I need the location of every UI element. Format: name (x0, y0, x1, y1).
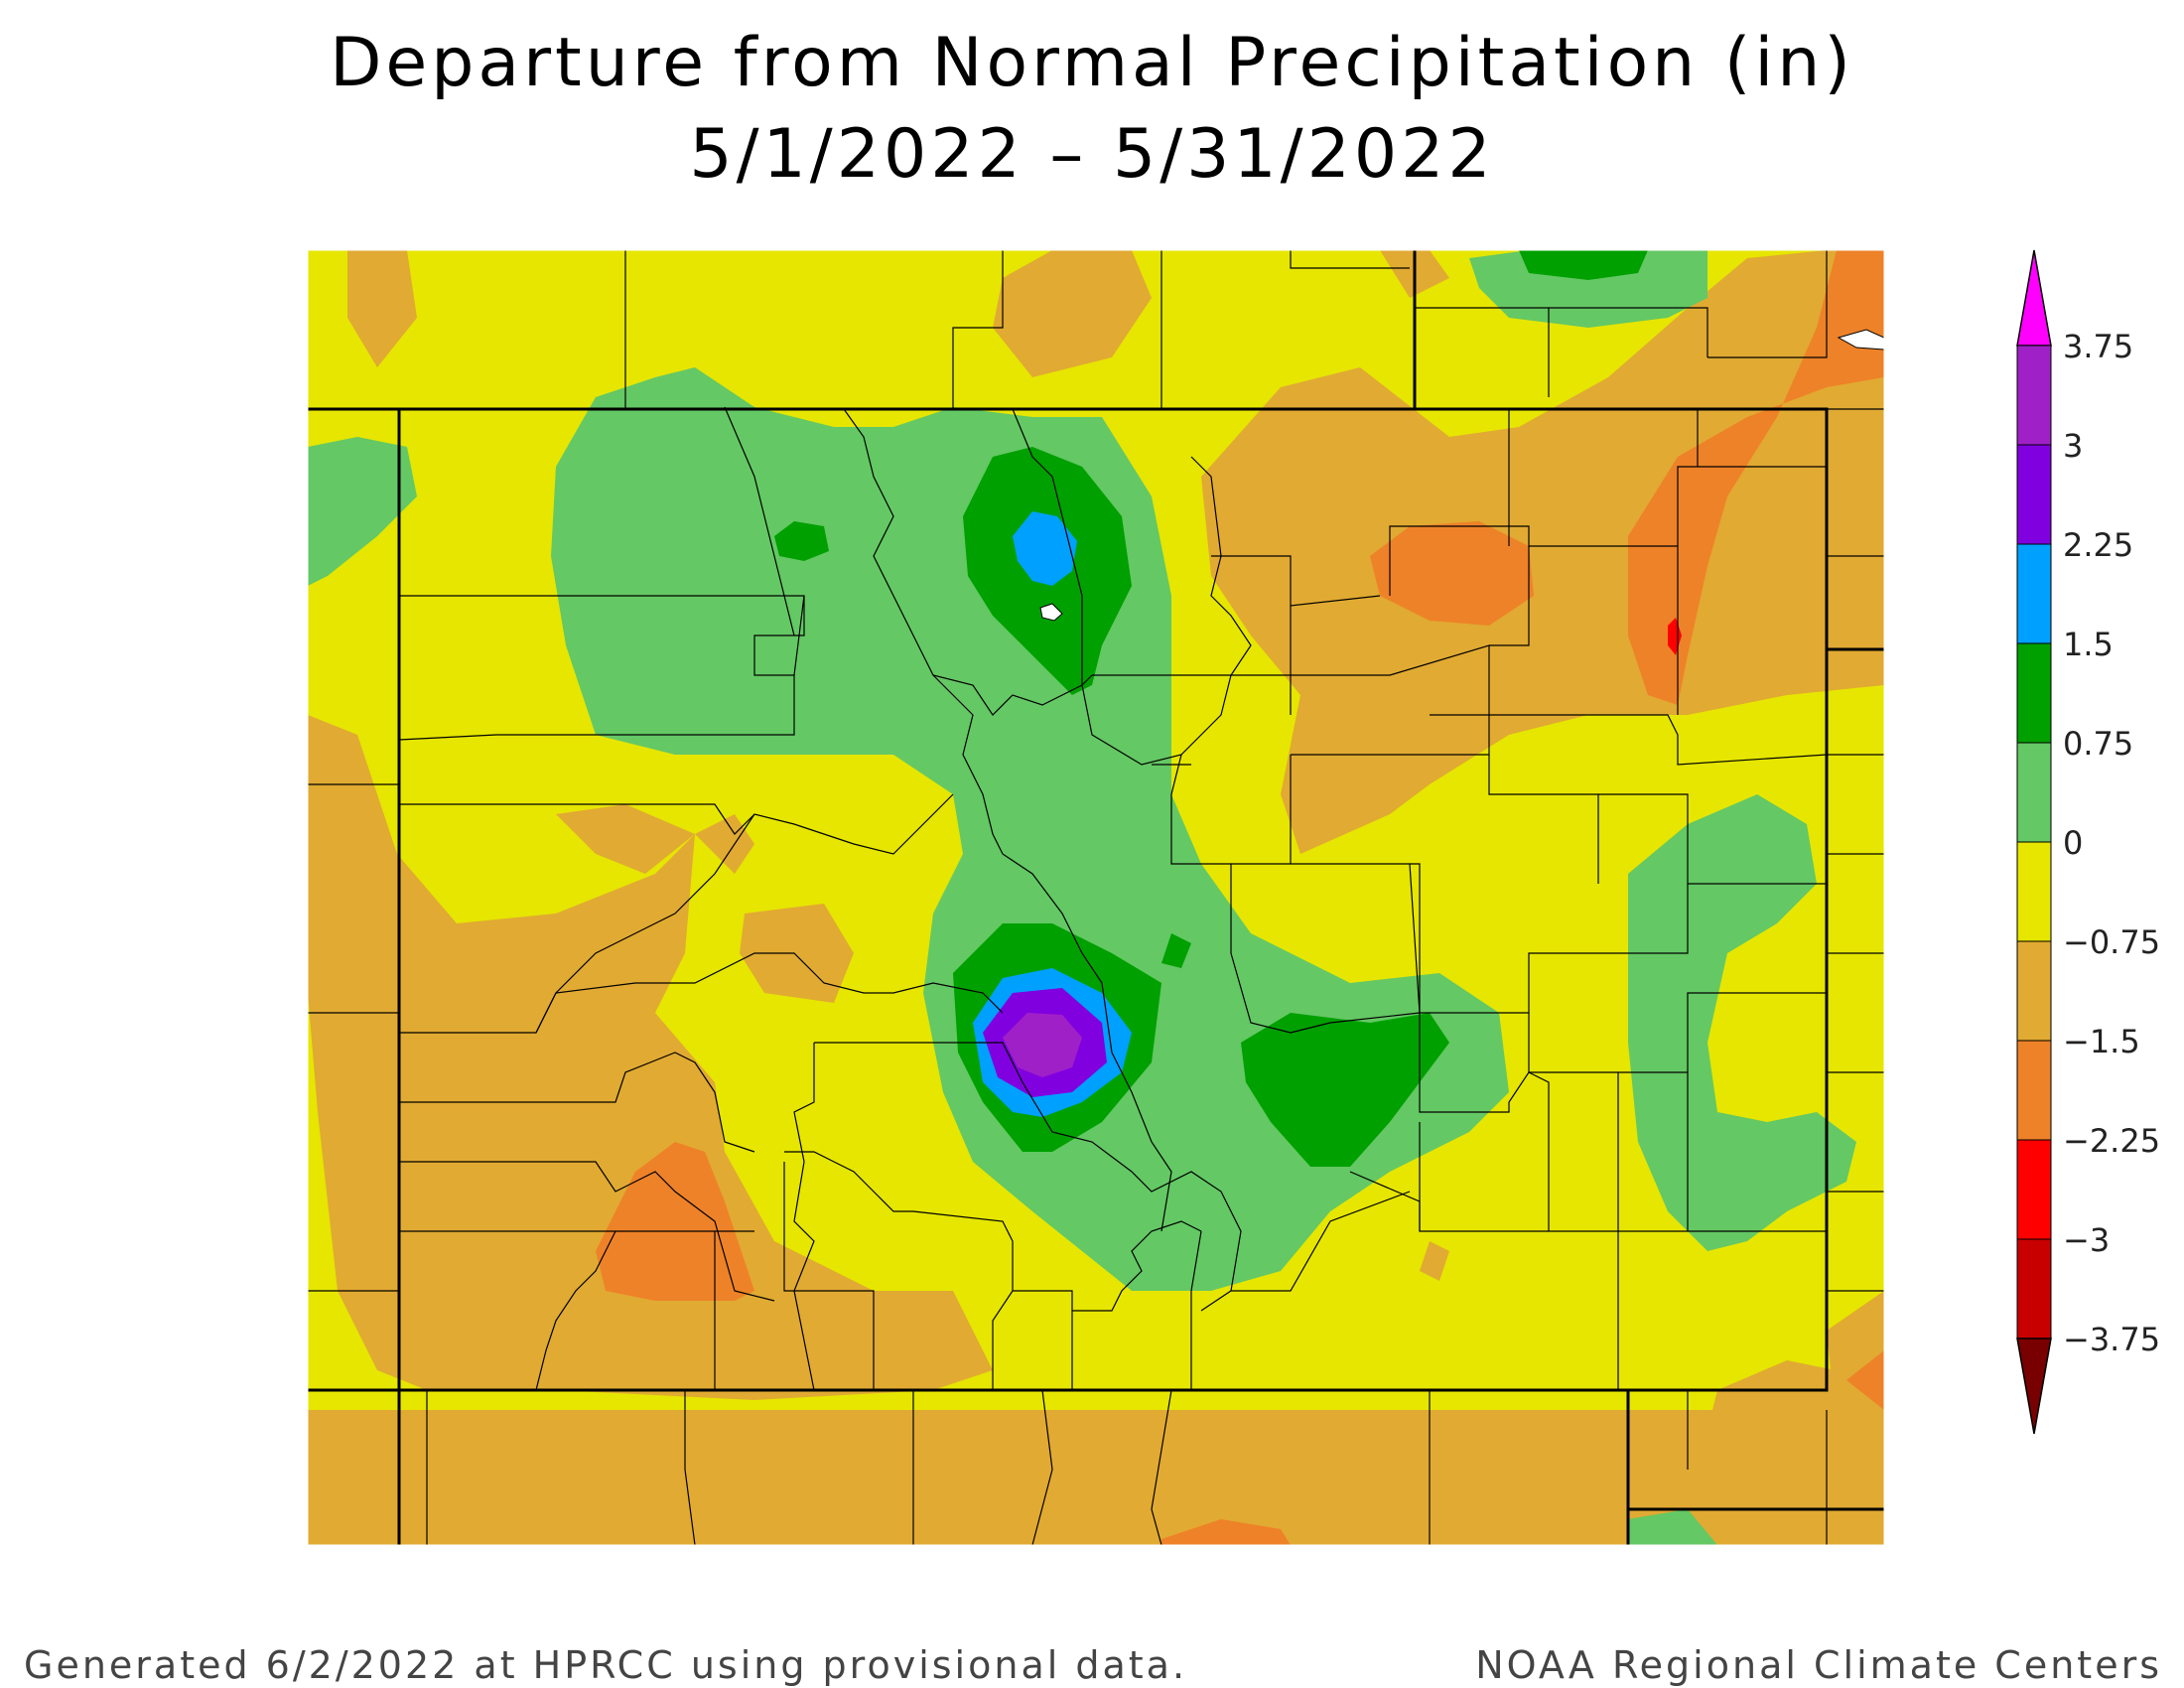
colorbar-band-15-225 (2016, 543, 2052, 644)
map-plot-area (308, 250, 1884, 1545)
colorbar-label-10: −3.75 (2063, 1321, 2160, 1358)
colorbar-label-7: −1.5 (2063, 1023, 2140, 1060)
state-boundaries (308, 250, 1884, 1545)
colorbar-band-neg075-0 (2016, 841, 2052, 942)
colorbar-label-5: 0 (2063, 824, 2083, 862)
footer-source: NOAA Regional Climate Centers (1475, 1643, 2162, 1687)
colorbar-label-6: −0.75 (2063, 923, 2160, 961)
colorbar-label-0: 3.75 (2063, 328, 2133, 365)
colorbar-band-075-15 (2016, 642, 2052, 744)
colorbar-band-0-075 (2016, 742, 2052, 843)
colorbar-band-225-3 (2016, 444, 2052, 545)
map-frame (307, 249, 1885, 1546)
colorbar-label-9: −3 (2063, 1221, 2110, 1259)
colorbar-arrow-bottom (2016, 1337, 2052, 1435)
map-title: Departure from Normal Precipitation (in) (330, 24, 1854, 102)
colorbar-label-4: 0.75 (2063, 725, 2133, 763)
contour-magenta-region (1003, 1013, 1082, 1077)
colorbar-band-3-375 (2016, 345, 2052, 446)
contour-tan-regions (308, 250, 1884, 1545)
colorbar-band-neg375-neg3 (2016, 1238, 2052, 1339)
lake-white-2 (1837, 329, 1884, 351)
colorbar-label-2: 2.25 (2063, 526, 2133, 564)
lake-white-1 (1039, 603, 1063, 622)
colorbar-label-3: 1.5 (2063, 626, 2114, 663)
footer-generated-note: Generated 6/2/2022 at HPRCC using provis… (24, 1643, 1188, 1687)
colorbar: 3.75 3 2.25 1.5 0.75 0 −0.75 −1.5 −2.25 … (2016, 249, 2160, 1435)
colorbar-label-8: −2.25 (2063, 1122, 2160, 1160)
colorbar-band-neg225-neg15 (2016, 1040, 2052, 1141)
colorbar-arrow-top (2016, 249, 2052, 347)
county-boundaries (308, 250, 1884, 1545)
colorbar-label-1: 3 (2063, 427, 2083, 465)
colorbar-band-neg15-neg075 (2016, 940, 2052, 1042)
map-date-range: 5/1/2022 – 5/31/2022 (689, 115, 1495, 194)
colorbar-band-neg3-neg225 (2016, 1139, 2052, 1240)
